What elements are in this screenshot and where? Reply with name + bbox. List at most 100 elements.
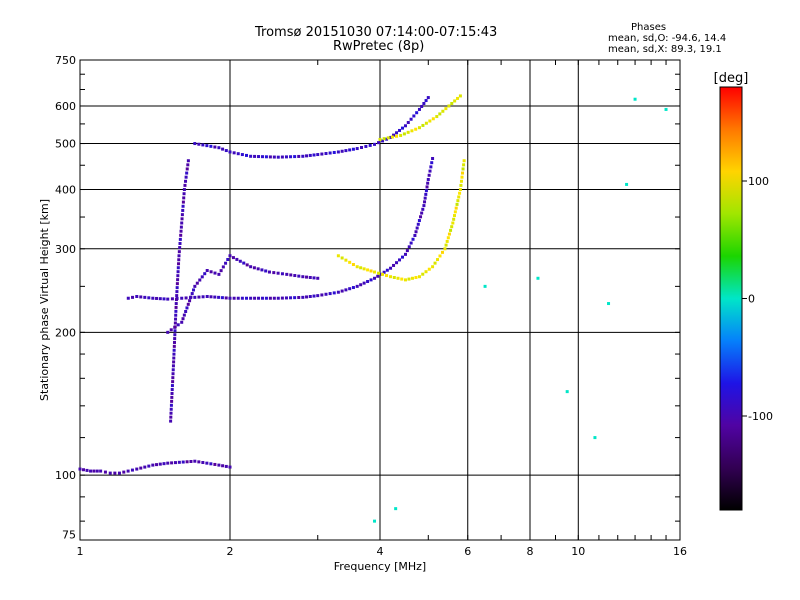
colorbar-label: [deg] (714, 71, 749, 86)
data-point (328, 292, 332, 296)
data-point (436, 258, 440, 262)
data-point (417, 219, 421, 223)
data-point (182, 192, 186, 196)
data-point (355, 147, 359, 151)
data-point (424, 270, 428, 274)
data-point (178, 237, 182, 241)
data-point (369, 269, 373, 273)
data-point (260, 296, 264, 300)
data-point (122, 470, 126, 474)
data-point (449, 228, 453, 232)
data-point (403, 124, 407, 128)
data-point (460, 175, 464, 179)
data-point (249, 265, 253, 269)
data-point (175, 290, 179, 294)
data-point (451, 221, 455, 225)
data-point (232, 296, 236, 300)
data-point (220, 296, 224, 300)
data-point (267, 270, 271, 274)
data-point (232, 151, 236, 155)
colorbar-tick-label: 0 (748, 293, 755, 306)
data-point (193, 142, 197, 146)
data-point (130, 468, 134, 472)
data-point (217, 295, 221, 299)
data-point (171, 376, 175, 380)
data-point (386, 136, 390, 140)
data-point (377, 271, 381, 275)
data-point (170, 395, 174, 399)
data-point (385, 274, 389, 278)
data-point (190, 292, 194, 296)
data-point (201, 295, 205, 299)
data-point (224, 464, 228, 468)
data-point (389, 266, 393, 270)
data-point (284, 155, 288, 159)
data-point (173, 461, 177, 465)
data-point (289, 155, 293, 159)
data-point (108, 471, 112, 475)
data-point (176, 266, 180, 270)
data-point (403, 278, 407, 282)
data-point (398, 258, 402, 262)
data-point (430, 161, 434, 165)
data-point (340, 289, 344, 293)
data-point (264, 155, 268, 159)
data-point (280, 155, 284, 159)
data-point (264, 296, 268, 300)
data-point (176, 274, 180, 278)
data-point (249, 154, 253, 158)
data-point (186, 159, 190, 163)
data-point (405, 249, 409, 253)
data-point (268, 296, 272, 300)
data-point (184, 310, 188, 314)
data-point (297, 296, 301, 300)
stats-o-mode: mean, sd,O: -94.6, 14.4 (608, 33, 727, 44)
data-point (438, 112, 442, 116)
data-point (135, 294, 139, 298)
data-point (85, 468, 89, 472)
data-point (95, 469, 99, 473)
data-point (462, 163, 466, 167)
data-point (172, 352, 176, 356)
data-point (117, 471, 121, 475)
data-point (169, 415, 173, 419)
data-point (213, 295, 217, 299)
data-point (308, 294, 312, 298)
data-point (78, 467, 82, 471)
data-point (162, 297, 166, 301)
data-point (172, 348, 176, 352)
data-point (185, 167, 189, 171)
data-point (238, 259, 242, 263)
data-point (406, 121, 410, 125)
data-point (177, 460, 181, 464)
data-point (364, 144, 368, 148)
data-point (193, 459, 197, 463)
data-point (173, 325, 177, 329)
data-point (257, 296, 261, 300)
data-point (438, 254, 442, 258)
data-point (426, 181, 430, 185)
data-point (423, 200, 427, 204)
x-tick-label: 1 (77, 545, 84, 558)
data-point (171, 380, 175, 384)
data-point (193, 284, 197, 288)
data-point (457, 195, 461, 199)
data-point (392, 263, 396, 267)
data-point (423, 196, 427, 200)
data-point (126, 296, 130, 300)
data-point (411, 237, 415, 241)
data-point (431, 117, 435, 121)
data-point (228, 254, 232, 258)
data-point (455, 202, 459, 206)
data-point (336, 150, 340, 154)
data-point (399, 133, 403, 137)
data-point (446, 236, 450, 240)
data-point (158, 462, 162, 466)
data-point (236, 296, 240, 300)
data-point (316, 153, 320, 157)
data-point (89, 469, 93, 473)
data-point (280, 272, 284, 276)
data-point (174, 305, 178, 309)
data-point (305, 295, 309, 299)
y-tick-label: 400 (55, 184, 76, 197)
